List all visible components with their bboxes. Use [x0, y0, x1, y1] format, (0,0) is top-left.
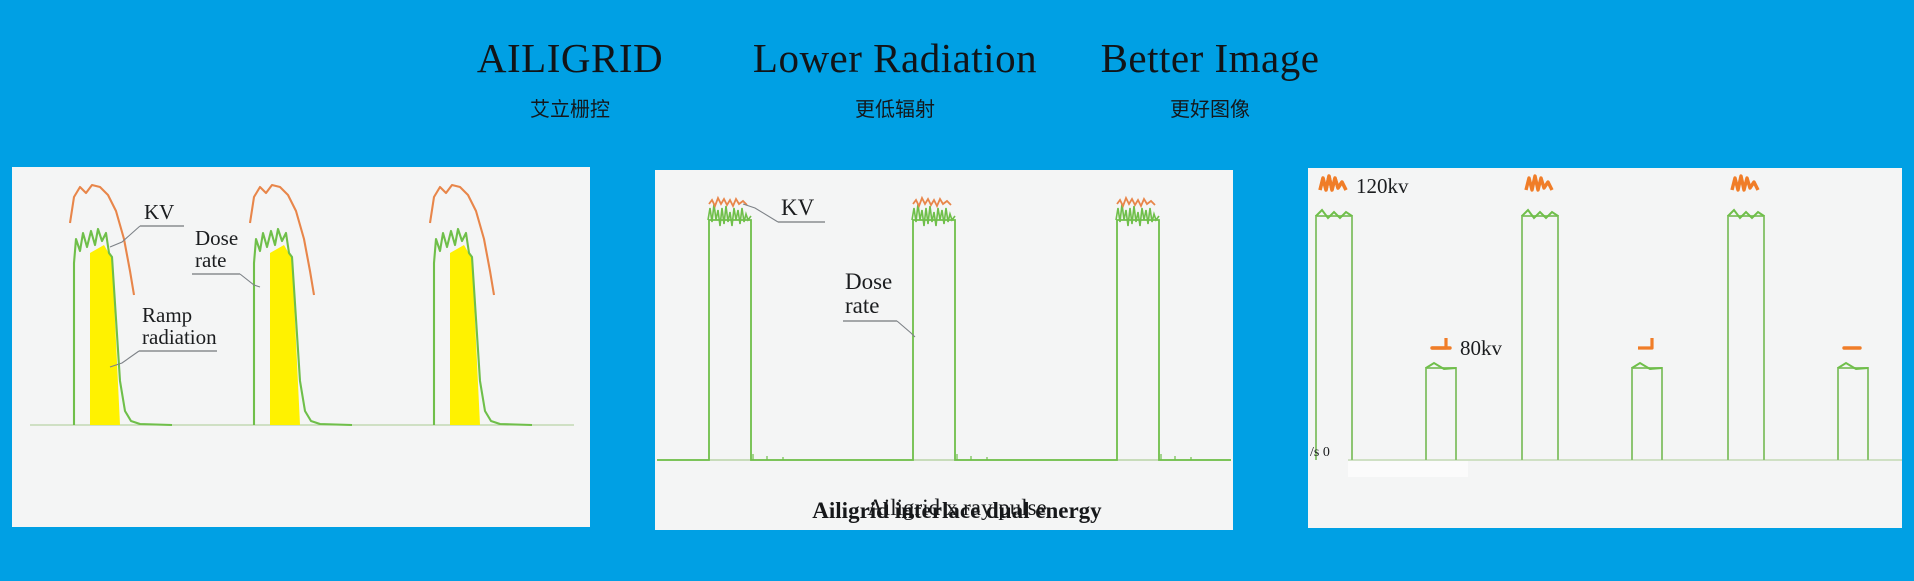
low-energy-pulse-top [1425, 361, 1457, 371]
kv-trace [1116, 195, 1156, 209]
kv-burst-icon [1730, 174, 1760, 192]
header-column-lower-radiation: Lower Radiation 更低辐射 [645, 35, 1145, 121]
dual-energy-plot: 120kv 80kv /s 0 [1310, 174, 1902, 477]
pulse-120kv [1727, 208, 1765, 460]
kv-dash-icon [1638, 338, 1654, 350]
dose-rate-trace [252, 227, 353, 427]
chart-panel-interlace-dual-energy: 120kv 80kv /s 0 [1308, 168, 1902, 528]
high-energy-pulse-top [1727, 208, 1765, 220]
square-pulse [1055, 195, 1231, 461]
header-banner: AILIGRID 艾立栅控 Lower Radiation 更低辐射 Bette… [0, 0, 1914, 150]
annotation-leader-line [742, 203, 779, 223]
annotation-dose-rate-line2: rate [845, 293, 879, 318]
dose-rate-noise [911, 203, 956, 227]
high-energy-pulse [1521, 215, 1559, 460]
chart-panel-ailigrid-x-ray-pulse: KV Dose rate [655, 170, 1233, 530]
annotation-dose-rate-line1: Dose [845, 269, 892, 294]
low-energy-pulse [1837, 367, 1869, 460]
dose-rate-trace [1055, 219, 1231, 461]
ramp-radiation-fill [270, 245, 300, 425]
header-title-en: Better Image [1100, 35, 1320, 81]
annotation-ramp-radiation: Ramp radiation [109, 303, 217, 368]
kv-trace [428, 183, 496, 296]
high-energy-pulse-top [1521, 208, 1559, 220]
ramp-radiation-fill [450, 245, 480, 425]
header-title-en: Lower Radiation [752, 35, 1038, 81]
header-title-cn: 艾立栅控 [530, 97, 610, 121]
annotation-dose-rate-line2: rate [195, 248, 226, 272]
axis-mask [1348, 461, 1468, 477]
dose-rate-noise [707, 203, 752, 227]
kv-burst-marker-high [1730, 174, 1760, 192]
kv-trace [248, 183, 316, 296]
pulse-80kv [1837, 361, 1869, 460]
legend-label-80kv: 80kv [1460, 336, 1503, 360]
kv-burst-icon [1524, 174, 1554, 192]
high-energy-pulse [1727, 215, 1765, 460]
kv-burst-marker-high [1524, 174, 1554, 192]
high-energy-pulse [1315, 215, 1353, 460]
annotation-leader-line [109, 350, 140, 368]
baseline-ripple [752, 454, 784, 460]
legend-80kv: 80kv [1430, 336, 1503, 360]
low-energy-pulse-top [1631, 361, 1663, 371]
header-title-cn: 更低辐射 [855, 97, 935, 121]
header-column-better-image: Better Image 更好图像 [1020, 35, 1400, 121]
pulse-80kv [1425, 361, 1457, 460]
legend-marker-icon [1318, 174, 1348, 192]
annotation-leader-line [109, 225, 141, 248]
annotation-leader-line [896, 320, 916, 338]
header-column-brand: AILIGRID 艾立栅控 [430, 35, 710, 121]
annotation-dose-rate-line1: Dose [195, 226, 238, 250]
chart-panel-normal-x-ray-pulse: KV Dose rate Ramp radiation [12, 167, 590, 527]
header-title-cn: 更好图像 [1170, 97, 1250, 121]
kv-trace [68, 183, 136, 296]
header-title-en: AILIGRID [476, 35, 664, 81]
low-energy-pulse [1425, 367, 1457, 460]
square-pulse [851, 195, 1055, 461]
annotation-ramp-line1: Ramp [142, 303, 192, 327]
caption-interlace-dual-energy: Ailigrid interlace dual energy [812, 498, 1102, 523]
annotation-leader-line [239, 273, 261, 288]
dose-rate-trace [432, 227, 533, 427]
annotation-dose-rate: Dose rate [192, 226, 261, 288]
normal-pulse-plot: KV Dose rate Ramp radiation [30, 183, 574, 427]
dose-rate-trace [851, 219, 1055, 461]
legend-label-120kv: 120kv [1356, 174, 1409, 198]
kv-trace [912, 195, 952, 209]
kv-burst-marker-low [1638, 338, 1654, 350]
ailigrid-pulse-plot: KV Dose rate [657, 195, 1231, 461]
pulse-120kv [1315, 208, 1353, 460]
square-pulse [657, 195, 851, 461]
annotation-ramp-line2: radiation [142, 325, 217, 349]
dose-rate-trace [72, 227, 173, 427]
legend-120kv: 120kv [1318, 174, 1409, 198]
high-energy-pulse-top [1315, 208, 1353, 220]
annotation-kv: KV [742, 195, 825, 223]
annotation-kv-label: KV [144, 200, 174, 224]
axis-origin-label: /s 0 [1310, 445, 1330, 460]
annotation-kv-label: KV [781, 195, 815, 220]
kv-trace [708, 195, 748, 209]
annotation-dose-rate: Dose rate [843, 269, 916, 338]
low-energy-pulse [1631, 367, 1663, 460]
ramp-radiation-fill [90, 245, 120, 425]
baseline-ripple [956, 454, 988, 460]
caption-ailigrid-x-ray-pulse: Ailigrid x ray pulse [867, 495, 1047, 520]
pulse-80kv [1631, 361, 1663, 460]
pulse-120kv [1521, 208, 1559, 460]
baseline-ripple [1160, 454, 1192, 460]
annotation-kv: KV [109, 200, 184, 248]
dose-rate-trace [657, 219, 851, 461]
dose-rate-noise [1115, 203, 1160, 227]
low-energy-pulse-top [1837, 361, 1869, 371]
